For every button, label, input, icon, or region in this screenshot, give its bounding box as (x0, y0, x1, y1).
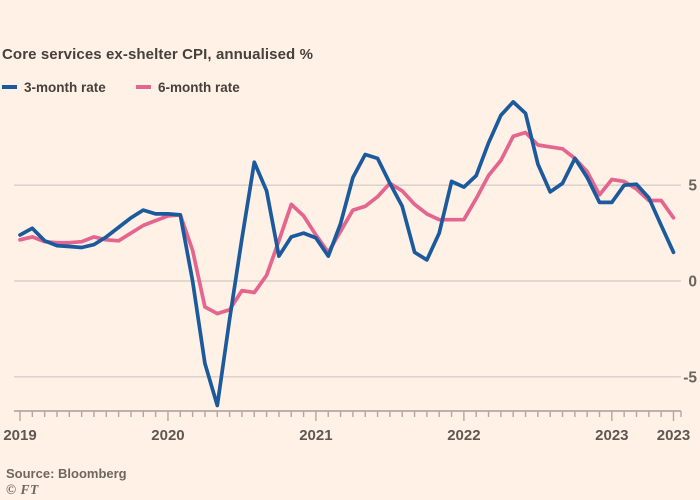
legend-item-3-month: 3-month rate (2, 79, 106, 95)
x-axis-label-2021: 2021 (299, 427, 332, 444)
source-text: Source: Bloomberg (6, 466, 127, 481)
x-axis-label-2020: 2020 (151, 427, 184, 444)
legend-label-6-month: 6-month rate (158, 79, 240, 95)
x-axis-label-2023: 2023 (657, 427, 690, 444)
legend-label-3-month: 3-month rate (24, 79, 106, 95)
legend-item-6-month: 6-month rate (136, 79, 240, 95)
line-6-month-rate (18, 130, 676, 316)
line-3-month-rate (18, 100, 676, 408)
x-axis-label-2023: 2023 (595, 427, 628, 444)
x-axis-label-2022: 2022 (447, 427, 480, 444)
chart-title: Core services ex-shelter CPI, annualised… (2, 46, 314, 63)
y-axis-label-5: 5 (688, 178, 697, 195)
ft-logo: © FT (6, 482, 39, 497)
legend-swatch-6-month (136, 85, 151, 89)
x-axis-label-2019: 2019 (3, 427, 36, 444)
legend-swatch-3-month (2, 85, 17, 89)
y-axis-label--5: -5 (683, 369, 697, 386)
y-axis-label-0: 0 (688, 274, 697, 291)
